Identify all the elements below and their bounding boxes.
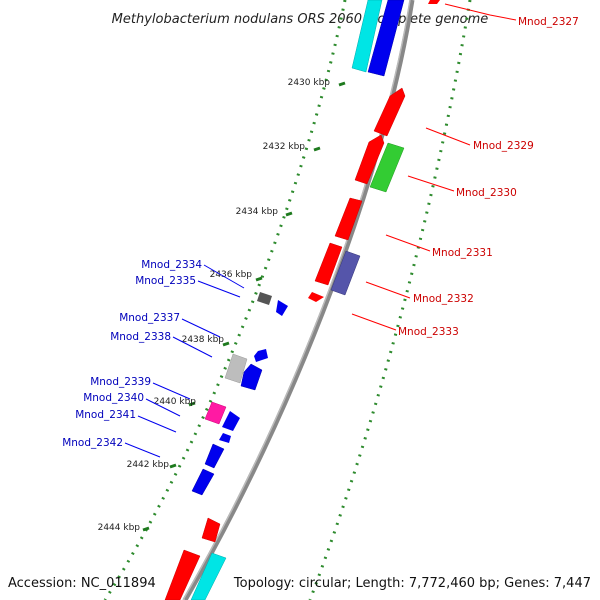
gene-arrow-red[interactable] <box>308 292 324 302</box>
gene-arrow-cyan[interactable] <box>190 552 227 600</box>
kbp-tick-label: 2436 kbp <box>210 270 253 280</box>
gene-arrow-red[interactable] <box>201 517 221 543</box>
gene-arrow-blue[interactable] <box>191 468 215 496</box>
gene-label[interactable]: Mnod_2337 <box>119 312 180 324</box>
gene-label[interactable]: Mnod_2335 <box>135 275 196 287</box>
gene-label[interactable]: Mnod_2338 <box>110 331 171 343</box>
gene-arrow-blue[interactable] <box>204 443 225 469</box>
gene-label[interactable]: Mnod_2340 <box>83 392 144 404</box>
gene-label[interactable]: Mnod_2331 <box>432 247 493 259</box>
gene-arrow-gray[interactable] <box>224 353 248 384</box>
gene-label[interactable]: Mnod_2329 <box>473 140 534 152</box>
accession-text: Accession: NC_011894 <box>8 576 156 591</box>
kbp-tick-label: 2440 kbp <box>154 397 197 407</box>
forward-strand-genes <box>164 0 440 600</box>
gene-arrow-blue[interactable] <box>222 411 240 431</box>
reverse-leader-lines <box>124 264 245 458</box>
gene-label[interactable]: Mnod_2327 <box>518 16 579 28</box>
kbp-tick-label: 2444 kbp <box>98 523 141 533</box>
gene-arrow-magenta[interactable] <box>204 401 227 425</box>
gene-arrow-red[interactable] <box>354 134 385 185</box>
map-title: Methylobacterium nodulans ORS 2060, comp… <box>112 12 489 27</box>
kbp-tick-label: 2434 kbp <box>236 207 279 217</box>
forward-leader-lines <box>351 3 517 331</box>
gene-arrow-blue[interactable] <box>240 363 263 391</box>
gene-arrow-blue[interactable] <box>276 300 288 316</box>
gene-arrow-red[interactable] <box>428 0 440 4</box>
gene-arrow-red[interactable] <box>334 197 363 241</box>
gene-arrow-red[interactable] <box>164 549 201 600</box>
gene-label[interactable]: Mnod_2342 <box>62 437 123 449</box>
gene-arrow-dark-gray[interactable] <box>257 292 272 305</box>
inner-dotted-track <box>103 0 347 600</box>
topology-text: Topology: circular; Length: 7,772,460 bp… <box>233 576 591 591</box>
reverse-strand-genes <box>191 292 288 496</box>
genome-backbone <box>182 0 415 600</box>
kbp-tick-marks <box>142 81 346 532</box>
gene-label[interactable]: Mnod_2339 <box>90 376 151 388</box>
genome-backbone-highlight <box>182 0 411 600</box>
gene-arrow-red[interactable] <box>373 87 406 137</box>
gene-arrow-red[interactable] <box>314 242 343 286</box>
gene-arrow-blue[interactable] <box>254 349 268 362</box>
kbp-tick-label: 2430 kbp <box>288 78 331 88</box>
kbp-tick-label: 2438 kbp <box>182 335 225 345</box>
gene-label[interactable]: Mnod_2330 <box>456 187 517 199</box>
kbp-tick-label: 2442 kbp <box>127 460 170 470</box>
gene-arrow-green[interactable] <box>369 142 405 193</box>
gene-arrow-blue[interactable] <box>219 433 231 443</box>
gene-arrow-slate[interactable] <box>330 250 361 296</box>
gene-label[interactable]: Mnod_2334 <box>141 259 202 271</box>
outer-dotted-track <box>308 0 472 600</box>
gene-label[interactable]: Mnod_2332 <box>413 293 474 305</box>
gene-arrow-cyan[interactable] <box>351 0 383 73</box>
gene-label[interactable]: Mnod_2333 <box>398 326 459 338</box>
gene-arrow-blue[interactable] <box>367 0 405 77</box>
gene-label[interactable]: Mnod_2341 <box>75 409 136 421</box>
kbp-tick-label: 2432 kbp <box>263 142 306 152</box>
